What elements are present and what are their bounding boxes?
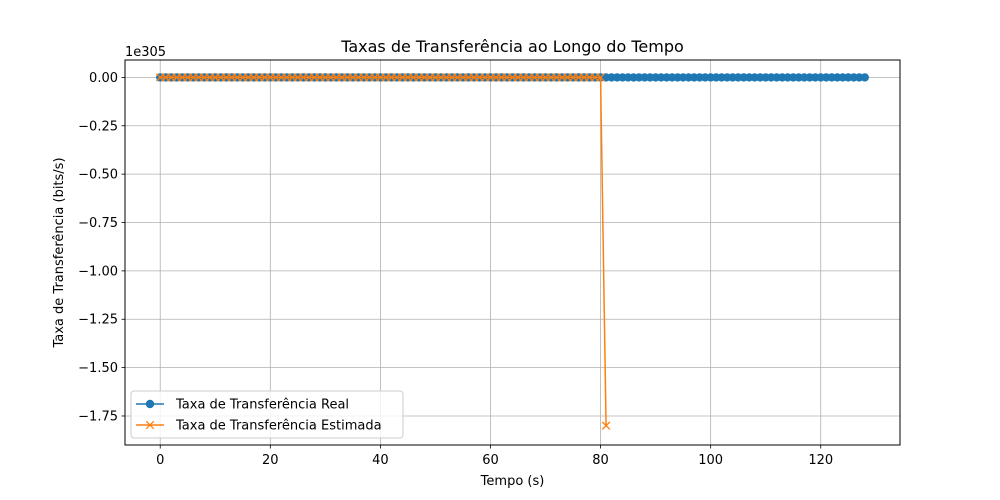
legend-swatch-marker [145,420,155,430]
x-tick-label: 20 [262,453,279,468]
y-offset-label: 1e305 [125,45,166,60]
y-axis-label: Taxa de Transferência (bits/s) [52,157,67,348]
x-tick-label: 120 [808,453,833,468]
x-tick-label: 40 [372,453,389,468]
legend-label: Taxa de Transferência Estimada [175,419,382,434]
y-tick-label: −1.75 [78,409,118,424]
legend-entries: Taxa de Transferência Real Taxa de Transf… [136,398,382,434]
legend-swatch-marker [145,399,155,409]
series-2 [155,73,611,430]
y-tick-label: −1.50 [78,361,118,376]
plot-frame [124,59,901,446]
series-2-point [601,421,611,430]
ticks: 0 20 40 60 80 100 120 0.00 −0.25 −0.50 −0.75 −1.00 −… [78,71,833,468]
y-tick-label: −0.50 [78,168,118,183]
x-tick-label: 80 [592,453,609,468]
series-2-line [160,76,607,426]
y-tick-label: −0.25 [78,119,118,134]
x-tick-label: 100 [698,453,723,468]
legend-entry: Taxa de Transferência Estimada [136,419,382,434]
x-axis-label: Tempo (s) [480,474,545,489]
y-tick-label: −1.00 [78,264,118,279]
series-layer [155,73,869,430]
x-tick-label: 60 [482,453,499,468]
chart-title: Taxas de Transferência ao Longo do Tempo [340,37,684,56]
y-tick-label: −0.75 [78,216,118,231]
y-tick-label: 0.00 [89,71,118,86]
x-tick-label: 0 [156,453,164,468]
legend: Taxa de Transferência Real Taxa de Transf… [130,390,404,439]
legend-entry: Taxa de Transferência Real [136,398,349,413]
legend-box [130,390,404,439]
series-2-point [596,73,605,82]
series-1-point [860,73,869,82]
y-tick-label: −1.25 [78,313,118,328]
legend-label: Taxa de Transferência Real [175,398,349,413]
